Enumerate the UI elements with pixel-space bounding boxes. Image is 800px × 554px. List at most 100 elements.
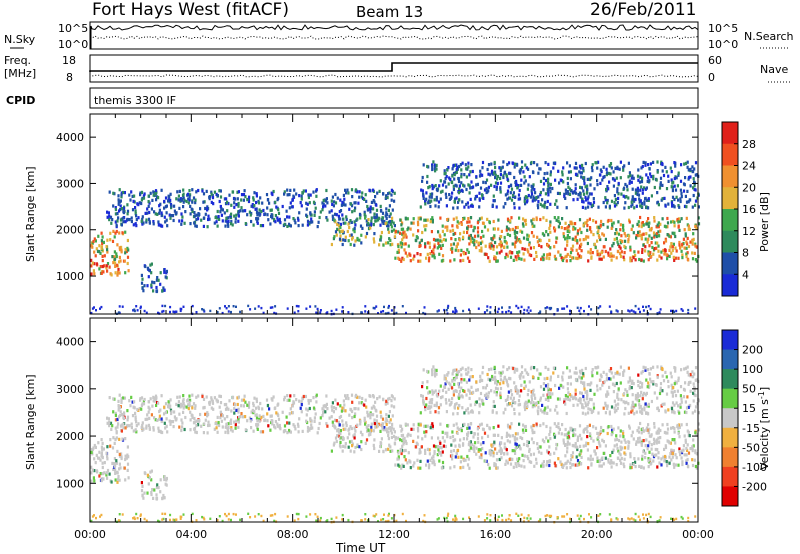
velocity-cell [523, 386, 526, 390]
velocity-cell [640, 410, 643, 415]
power-cell [494, 165, 497, 170]
power-cell [664, 165, 667, 169]
power-cell [163, 288, 166, 292]
velocity-cell [569, 457, 573, 461]
power-cell [364, 216, 367, 220]
velocity-cell [500, 450, 503, 454]
velocity-cell [458, 393, 461, 397]
velocity-cell [542, 387, 546, 391]
velocity-cell [459, 460, 462, 464]
power-cell [400, 259, 403, 263]
velocity-cell [619, 434, 622, 438]
velocity-cell [643, 391, 646, 395]
power-cell [435, 163, 438, 167]
velocity-cell [543, 377, 546, 381]
power-cell [468, 259, 471, 263]
velocity-cell [607, 458, 610, 462]
velocity-cell [638, 406, 641, 410]
power-cell [488, 221, 491, 225]
velocity-cell [440, 466, 443, 470]
power-cell [541, 232, 544, 236]
power-cell [340, 203, 343, 207]
power-cell [451, 247, 454, 251]
velocity-cell [433, 460, 436, 464]
power-cell [608, 305, 611, 308]
velocity-cell [115, 459, 118, 463]
velocity-cell [652, 365, 655, 369]
velocity-cell [160, 394, 163, 398]
velocity-cell [385, 417, 388, 421]
power-cell [235, 213, 238, 217]
power-cell [101, 254, 104, 258]
velocity-cell [670, 383, 673, 387]
power-cell [521, 165, 524, 170]
velocity-cell [596, 459, 599, 463]
velocity-cell [194, 404, 197, 408]
power-cell [593, 242, 596, 246]
velocity-cell [347, 428, 350, 432]
velocity-cell [101, 448, 104, 452]
power-cell [306, 223, 309, 227]
power-cell [292, 217, 295, 221]
power-cell [165, 211, 168, 215]
velocity-cell [518, 444, 521, 448]
power-cell [500, 235, 503, 239]
power-cell [622, 255, 625, 259]
velocity-cell [615, 463, 618, 467]
velocity-cell [686, 443, 689, 447]
velocity-cell [569, 465, 572, 470]
power-cell [530, 231, 534, 235]
power-cell [90, 272, 93, 276]
power-cell [239, 209, 242, 213]
velocity-cell [132, 429, 135, 433]
power-cell [637, 307, 640, 311]
power-cell [695, 173, 698, 177]
velocity-cell [576, 463, 579, 467]
velocity-cell [497, 424, 500, 428]
power-cell [154, 212, 157, 216]
cpid-panel [89, 87, 699, 109]
velocity-cell [640, 431, 643, 435]
velocity-cell [118, 467, 121, 471]
power-cell [647, 250, 650, 254]
velocity-cell [456, 431, 459, 435]
velocity-cell [271, 422, 274, 426]
velocity-cell [630, 410, 633, 414]
velocity-cell [578, 424, 582, 428]
power-cell [626, 184, 629, 188]
power-cell [150, 262, 153, 266]
velocity-cell [430, 456, 434, 460]
velocity-cell [267, 424, 270, 428]
velocity-cell [95, 453, 98, 457]
velocity-cell [210, 396, 213, 400]
velocity-cell [380, 415, 383, 419]
power-cell [547, 193, 550, 197]
velocity-cell [92, 476, 95, 480]
velocity-cell [619, 461, 623, 465]
power-cell [478, 249, 481, 253]
power-cell [597, 160, 600, 164]
power-cell [479, 169, 482, 173]
velocity-cell [647, 444, 650, 448]
velocity-cell [606, 404, 609, 408]
power-cell [141, 215, 144, 219]
velocity-cell [548, 433, 551, 437]
velocity-cell [114, 468, 117, 472]
velocity-cell [258, 419, 261, 423]
velocity-cell [99, 458, 102, 462]
power-cell [169, 310, 171, 314]
power-cell [389, 222, 393, 226]
power-cell [574, 191, 578, 195]
velocity-cell [595, 366, 598, 370]
power-cell [342, 217, 345, 221]
power-cell [677, 256, 680, 260]
power-cell [197, 188, 200, 193]
power-cell [452, 163, 455, 167]
velocity-cell [624, 401, 627, 405]
velocity-cell [600, 457, 603, 461]
power-cell [126, 212, 129, 216]
power-cell [658, 234, 661, 238]
power-cell [129, 198, 132, 202]
velocity-cell [180, 428, 183, 433]
power-cell [478, 205, 481, 209]
